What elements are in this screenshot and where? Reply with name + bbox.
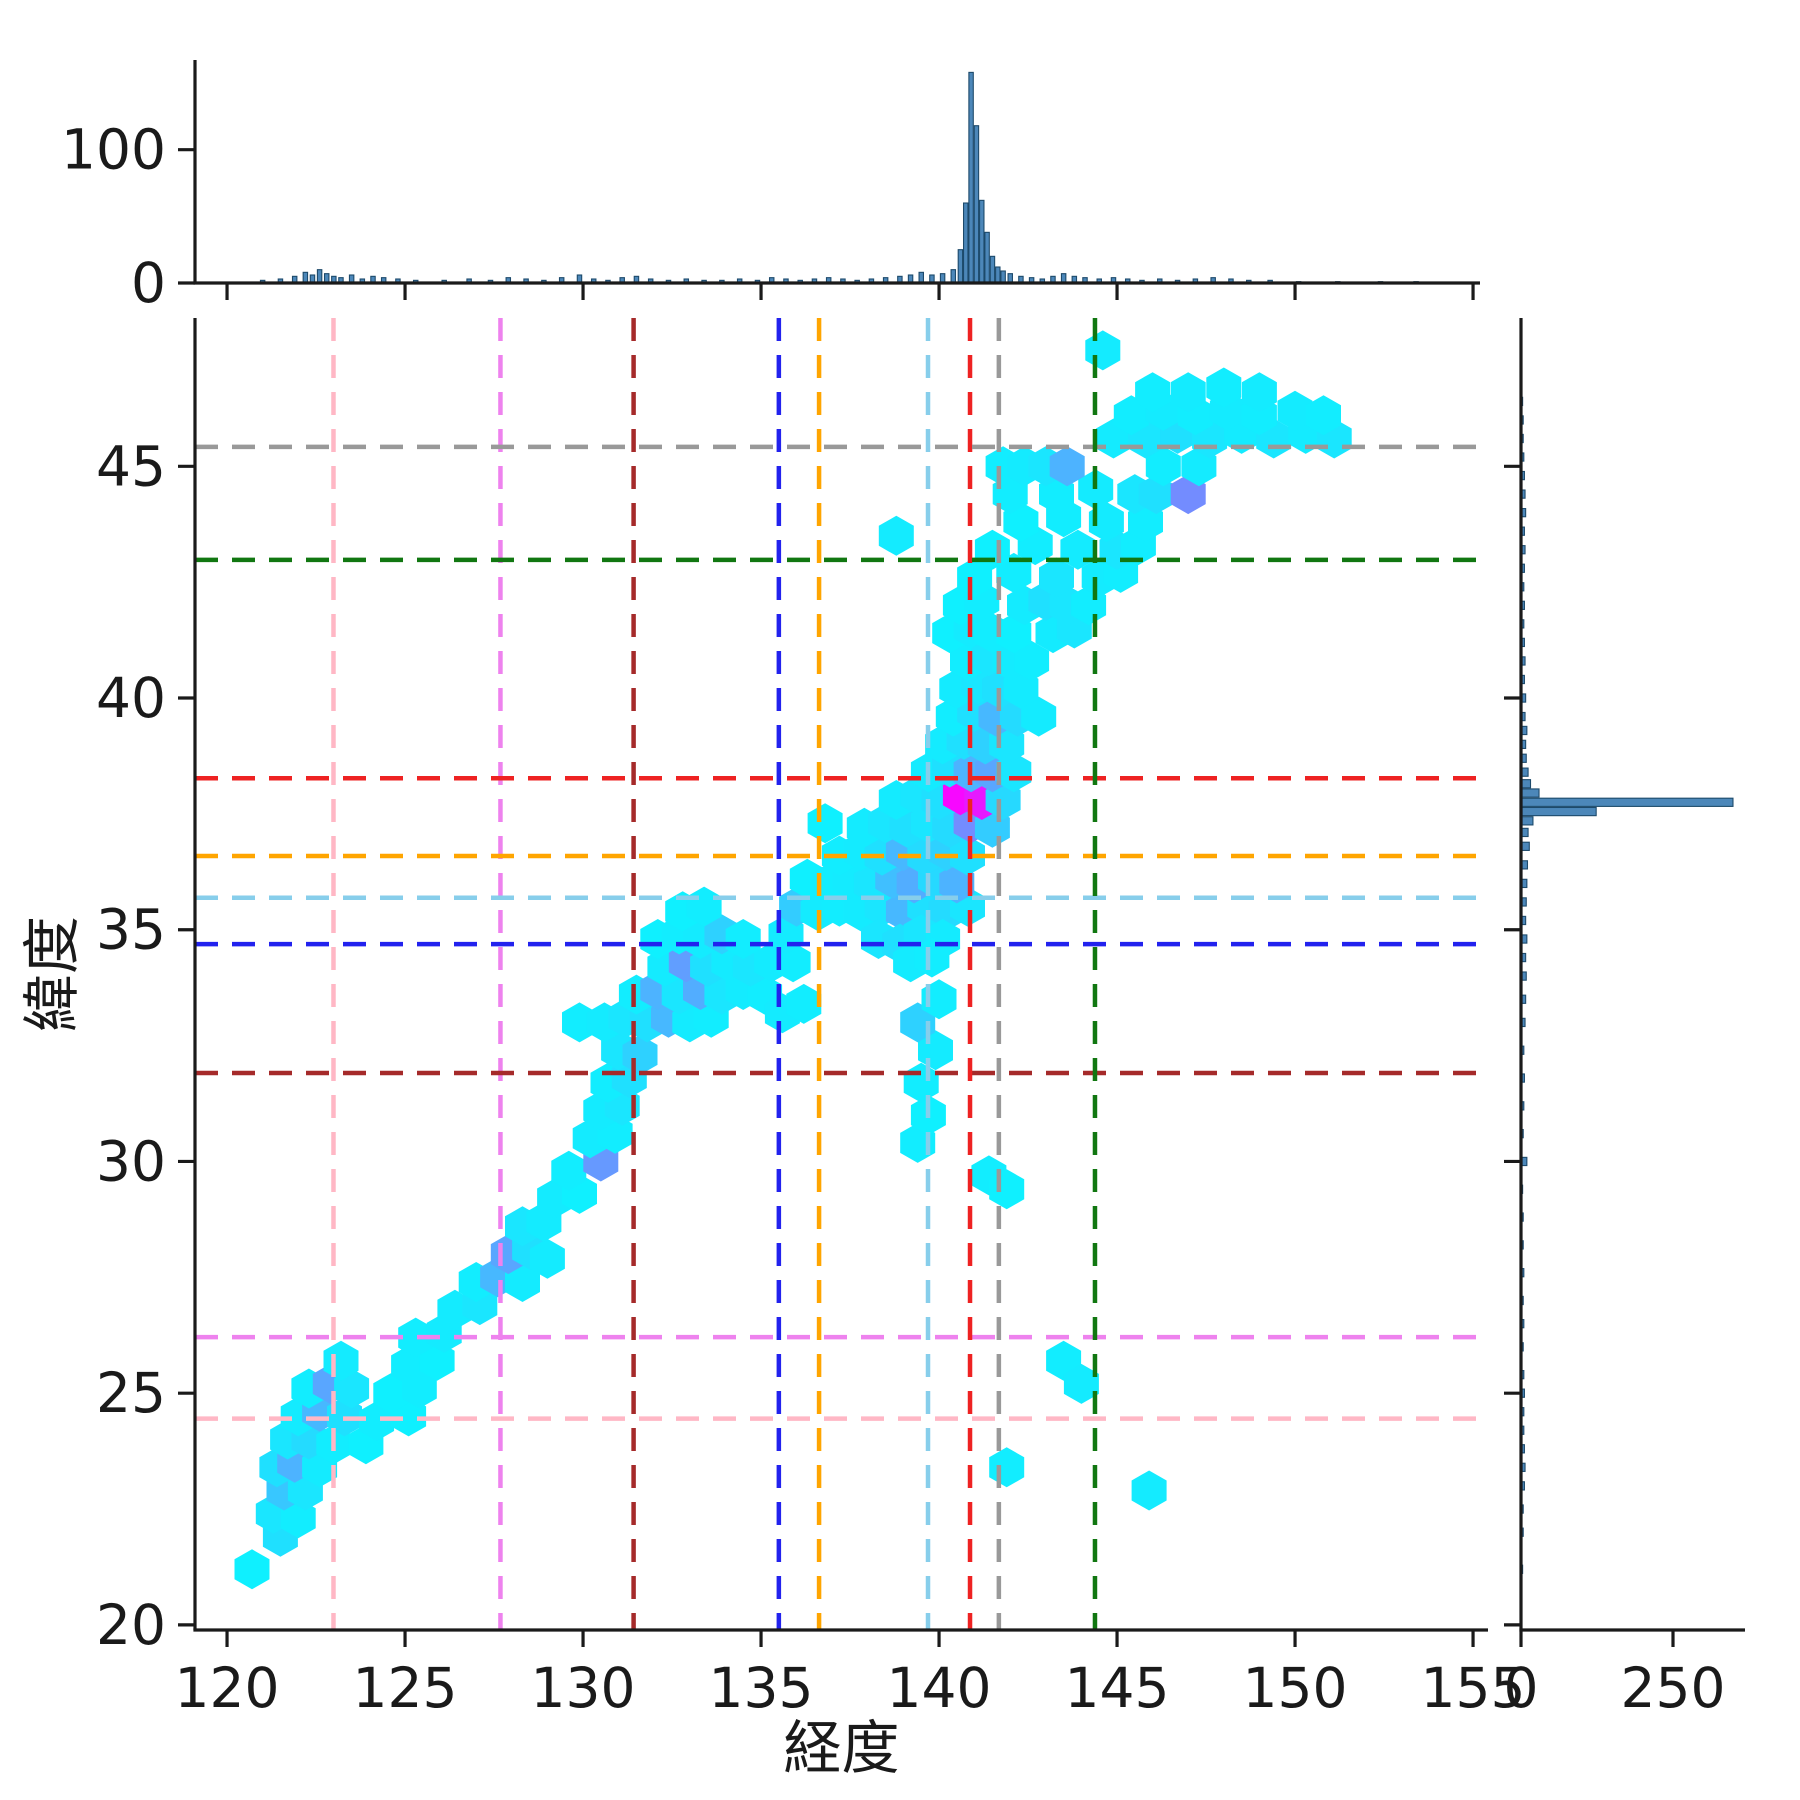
top-hist-bar [973,125,980,284]
main-y-tick-label: 20 [96,1593,166,1657]
hexbin-cell [1014,640,1050,681]
hexbin-cell [1085,330,1121,371]
hexbin-cell [1135,372,1171,413]
hexbin-cell [1145,446,1181,487]
hexbin-cell [1049,446,1085,487]
right-histogram: 0 250 [1504,318,1745,1720]
top-hist-bar [1000,270,1006,284]
main-x-tick-label: 120 [175,1656,280,1720]
top-hist-bar [316,269,323,284]
right-hist-bar [1521,725,1528,736]
hexbin-cell [551,1150,587,1191]
top-hist-bar [957,249,964,284]
hexbin-cell [996,552,1032,593]
main-x-tick-label: 130 [531,1656,636,1720]
hexbin-cell [398,1317,434,1358]
right-hist-bar [1521,767,1529,777]
hexbin-cell [878,515,914,556]
main-y-tick-label: 45 [96,434,166,498]
main-y-tick-label: 35 [96,898,166,962]
top-histogram: 0 100 [61,60,1480,315]
top-hist-y-tick-label: 0 [131,251,166,315]
top-hist-bar [989,255,996,284]
hexbin-cell [1206,367,1242,408]
right-hist-x-tick-label: 0 [1504,1656,1539,1720]
right-hist-bar [1521,779,1532,789]
right-hist-bar [1521,841,1530,851]
right-hist-bar [1521,1156,1528,1167]
hexbin-cell [1039,557,1074,598]
right-hist-bar [1521,788,1540,798]
hexbin-cell [1241,372,1277,413]
right-hist-bar [1521,827,1529,838]
hexbin-cell [989,1447,1025,1488]
right-hist-x-tick-label: 250 [1621,1656,1726,1720]
right-hist-bar [1521,753,1527,763]
hexbin-cell [373,1373,409,1414]
hexbin-cell [1063,1363,1099,1404]
main-x-tick-label: 155 [1421,1656,1526,1720]
hexbin-cell [1021,696,1057,737]
main-y-tick-label: 40 [96,666,166,730]
hexbin-cell [1306,395,1341,436]
hexbin-cell [950,835,985,876]
right-hist-bar [1521,806,1597,817]
main-x-tick-label: 150 [1243,1656,1348,1720]
y-axis-label: 緯度 [18,916,86,1032]
top-hist-bar [984,231,990,284]
right-hist-bar [1521,971,1527,981]
x-axis-label: 経度 [783,1714,899,1782]
hexbin-cell [1131,1470,1167,1511]
top-hist-bar [968,71,974,284]
hexbin-cell [1088,501,1124,542]
hexbin-cell [957,557,993,598]
hexbin-cell [1277,390,1313,431]
top-hist-y-tick-label: 100 [61,118,166,182]
hexbin-cell [505,1262,540,1302]
hexbin-cell [914,937,950,978]
main-plot: 120 125 130 135 140 145 150 155 20 25 30 35 40 45 経度 緯度 [18,318,1526,1782]
hexbin-cell [622,1034,658,1075]
top-hist-bar [962,202,969,284]
top-hist-bar [950,269,957,284]
hexbin-cell [1078,469,1114,510]
top-hist-bar [979,199,985,284]
main-x-tick-label: 140 [887,1656,992,1720]
main-x-tick-label: 145 [1065,1656,1170,1720]
main-y-tick-label: 25 [96,1361,166,1425]
main-x-tick-label: 125 [353,1656,458,1720]
main-x-tick-label: 135 [709,1656,814,1720]
hexbin-cell [807,803,843,844]
hexbin-cell [359,1401,395,1441]
main-y-tick-label: 30 [96,1129,166,1193]
right-hist-bar [1521,816,1534,826]
right-hist-bar [1521,934,1528,944]
right-hist-bar [1521,897,1527,907]
right-hist-bar [1521,797,1734,807]
hexbin-cell [529,1238,565,1279]
right-hist-bar [1521,860,1529,870]
right-hist-bar [1521,878,1528,889]
hexbin-cell [1170,372,1206,413]
hexbin-cell [1113,395,1149,436]
hexbin-cell [234,1549,270,1590]
hexbin-cell [725,919,761,959]
hexbin-cell [786,983,822,1024]
top-hist-bar [995,266,1001,284]
